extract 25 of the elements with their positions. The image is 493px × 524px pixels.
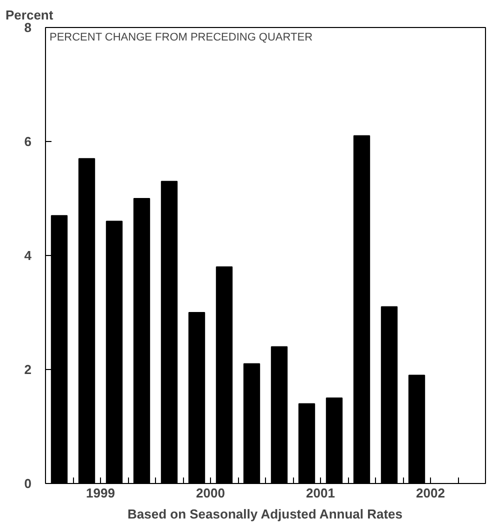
x-tick-label: 1999 xyxy=(86,486,115,500)
bar xyxy=(380,306,398,484)
bar xyxy=(160,180,178,484)
bar xyxy=(78,158,96,484)
bar xyxy=(408,374,426,484)
y-tick-label: 6 xyxy=(24,134,32,149)
y-tick-label: 4 xyxy=(24,248,32,263)
x-tick-label: 2000 xyxy=(196,486,225,500)
bar xyxy=(298,403,316,484)
x-tick-label: 2001 xyxy=(306,486,335,500)
bar xyxy=(243,363,260,484)
x-tick-label: 2002 xyxy=(416,486,445,500)
bar xyxy=(326,398,343,484)
bar xyxy=(270,346,288,484)
annotation: PERCENT CHANGE FROM PRECEDING QUARTER xyxy=(50,32,313,44)
bar xyxy=(188,312,206,484)
bar xyxy=(133,198,150,484)
y-tick-label: 0 xyxy=(24,476,32,491)
bar xyxy=(216,266,233,484)
y-axis-title: Percent xyxy=(6,8,54,22)
y-tick-label: 8 xyxy=(24,20,32,35)
bar xyxy=(106,220,123,484)
bar xyxy=(353,135,370,484)
x-axis-title: Based on Seasonally Adjusted Annual Rates xyxy=(128,506,403,522)
y-tick-label: 2 xyxy=(24,362,32,377)
